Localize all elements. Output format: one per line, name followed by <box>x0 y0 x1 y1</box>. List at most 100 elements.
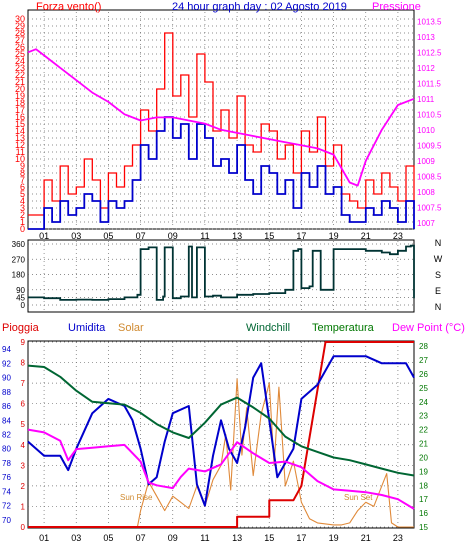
x-tick-label: 23 <box>393 533 403 543</box>
pressure-series-line <box>27 48 415 187</box>
humidity-legend-label: Umidita <box>68 322 106 334</box>
pressure-y-tick-label: 1011 <box>417 95 435 104</box>
x-tick-label: 11 <box>200 231 209 241</box>
temperature-y-tick-label: 24 <box>419 398 428 407</box>
wind-y-tick-label: 4 <box>20 196 25 206</box>
pressure-y-tick-label: 1013.5 <box>417 17 442 26</box>
sunrise-annotation: Sun Rise <box>120 493 153 502</box>
temperature-y-tick-label: 21 <box>419 440 428 449</box>
wind-speed-series-line <box>28 116 415 230</box>
wind-direction-plot-frame <box>27 239 415 313</box>
temperature-legend-label: Temperatura <box>312 322 375 334</box>
x-tick-label: 03 <box>71 533 81 543</box>
wind-y-tick-label: 2 <box>20 210 25 220</box>
temperature-y-tick-label: 23 <box>419 412 428 421</box>
humidity-y-tick-label: 88 <box>2 388 11 397</box>
wind-y-tick-label: 1 <box>20 217 25 227</box>
rain-y-tick-label: 5 <box>21 420 26 429</box>
x-tick-label: 03 <box>71 231 81 241</box>
wind-direction-series-line <box>28 244 415 301</box>
wind-y-tick-label: 16 <box>15 112 25 122</box>
pressure-y-tick-label: 1009.5 <box>417 141 442 150</box>
wind-y-tick-label: 30 <box>15 14 25 24</box>
pressure-y-tick-label: 1013 <box>417 33 435 42</box>
temperature-y-tick-label: 20 <box>419 453 428 462</box>
pressure-y-tick-label: 1010 <box>417 126 435 135</box>
pressure-y-tick-label: 1008 <box>417 188 435 197</box>
compass-label: E <box>435 286 441 296</box>
temperature-y-tick-label: 15 <box>419 523 428 532</box>
windchill-legend-label: Windchill <box>246 322 290 334</box>
pressure-axis-label: Pressione <box>372 1 421 13</box>
x-tick-label: 23 <box>393 231 403 241</box>
wind-y-tick-label: 19 <box>15 91 25 101</box>
humidity-y-tick-label: 80 <box>2 445 11 454</box>
wind-y-tick-label: 9 <box>20 161 25 171</box>
wind-y-tick-label: 21 <box>15 77 25 87</box>
humidity-y-tick-label: 92 <box>2 359 11 368</box>
wind-y-tick-label: 6 <box>20 182 25 192</box>
wind-y-tick-label: 10 <box>15 154 25 164</box>
humidity-y-tick-label: 94 <box>2 345 11 354</box>
direction-y-tick-label: 180 <box>12 271 26 280</box>
x-tick-label: 07 <box>136 231 146 241</box>
pressure-y-tick-label: 1010.5 <box>417 110 442 119</box>
wind-y-tick-label: 14 <box>15 126 25 136</box>
rain-y-tick-label: 7 <box>21 379 26 388</box>
dewpoint-legend-label: Dew Point (°C) <box>392 322 465 334</box>
rain-y-tick-label: 6 <box>21 400 26 409</box>
x-tick-label: 15 <box>264 231 274 241</box>
wind-y-tick-label: 0 <box>20 224 25 234</box>
wind-gust-series-line <box>28 32 415 216</box>
pressure-y-tick-label: 1007.5 <box>417 203 442 212</box>
x-tick-label: 19 <box>329 533 339 543</box>
direction-y-tick-label: 90 <box>16 286 25 295</box>
humidity-y-tick-label: 90 <box>2 374 11 383</box>
temperature-y-tick-label: 25 <box>419 384 428 393</box>
wind-y-tick-label: 3 <box>20 203 25 213</box>
temperature-y-tick-label: 16 <box>419 509 428 518</box>
x-tick-label: 09 <box>168 533 178 543</box>
direction-y-tick-label: 0 <box>21 301 26 310</box>
x-tick-label: 21 <box>361 533 371 543</box>
wind-y-tick-label: 23 <box>15 63 25 73</box>
pressure-y-tick-label: 1011.5 <box>417 79 441 88</box>
x-tick-label: 13 <box>232 231 242 241</box>
pressure-y-tick-label: 1008.5 <box>417 172 442 181</box>
chart-title: 24 hour graph day : 02 Agosto 2019 <box>172 1 347 13</box>
temperature-y-tick-label: 26 <box>419 370 428 379</box>
humidity-y-tick-label: 70 <box>2 516 11 525</box>
humidity-y-tick-label: 82 <box>2 431 11 440</box>
rain-legend-label: Pioggia <box>2 322 40 334</box>
wind-y-tick-label: 11 <box>16 147 25 157</box>
temperature-y-tick-label: 27 <box>419 356 428 365</box>
temperature-y-tick-label: 17 <box>419 495 428 504</box>
rain-y-tick-label: 8 <box>21 359 26 368</box>
direction-y-tick-label: 270 <box>12 255 26 264</box>
pressure-y-tick-label: 1012 <box>417 64 435 73</box>
wind-y-tick-label: 27 <box>15 35 25 45</box>
x-tick-label: 09 <box>168 231 178 241</box>
rain-y-tick-label: 4 <box>21 441 26 450</box>
x-tick-label: 05 <box>103 231 113 241</box>
x-tick-label: 17 <box>296 231 306 241</box>
humidity-y-tick-label: 74 <box>2 487 11 496</box>
compass-label: N <box>435 302 442 312</box>
solar-legend-label: Solar <box>118 322 144 334</box>
humidity-y-tick-label: 78 <box>2 459 11 468</box>
x-tick-label: 17 <box>296 533 306 543</box>
temperature-y-tick-label: 22 <box>419 426 428 435</box>
dewpoint-series-line <box>27 428 415 510</box>
compass-label: N <box>435 238 442 248</box>
wind-y-tick-label: 22 <box>15 70 25 80</box>
wind-y-tick-label: 8 <box>20 168 25 178</box>
wind-y-tick-label: 24 <box>15 56 25 66</box>
rain-y-tick-label: 9 <box>21 338 26 347</box>
pressure-y-tick-label: 1012.5 <box>417 48 442 57</box>
x-tick-label: 05 <box>103 533 113 543</box>
humidity-y-tick-label: 86 <box>2 402 11 411</box>
compass-label: S <box>435 270 441 280</box>
wind-y-tick-label: 12 <box>15 140 25 150</box>
